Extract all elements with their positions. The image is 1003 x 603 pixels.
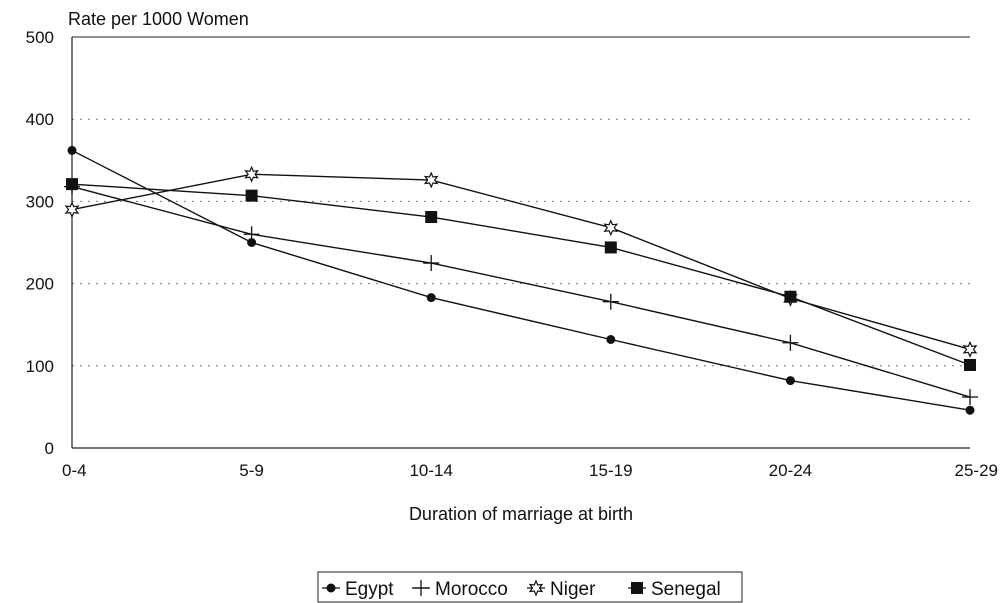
legend-entry: Niger <box>527 579 596 600</box>
x-tick-label: 15-19 <box>589 461 632 480</box>
data-point <box>782 334 799 351</box>
axes <box>71 36 970 449</box>
data-point <box>64 201 80 219</box>
legend-marker <box>631 582 643 594</box>
series-line <box>71 173 971 351</box>
data-point <box>243 226 260 243</box>
series-morocco <box>64 178 978 406</box>
data-point <box>604 241 617 254</box>
series-senegal <box>66 178 976 371</box>
data-point <box>965 405 975 415</box>
data-point <box>66 178 78 191</box>
legend-entry: Morocco <box>412 579 508 600</box>
data-point <box>964 358 976 371</box>
data-point <box>606 334 616 344</box>
data-point <box>962 389 978 406</box>
y-tick-label: 0 <box>45 439 54 458</box>
y-tick-label: 500 <box>26 28 54 47</box>
legend-box <box>317 571 743 603</box>
legend-marker <box>413 580 429 596</box>
data-point <box>423 171 439 189</box>
legend-entry: Egypt <box>322 579 394 600</box>
gridlines <box>72 118 970 367</box>
series-line <box>71 149 971 411</box>
y-tick-label: 300 <box>26 192 54 211</box>
data-point <box>245 189 258 202</box>
x-tick-label: 25-29 <box>955 461 998 480</box>
data-point <box>603 219 619 237</box>
data-point <box>785 376 795 386</box>
legend-label: Senegal <box>651 579 721 600</box>
data-point <box>423 255 440 272</box>
x-tick-label: 10-14 <box>409 461 452 480</box>
series-line <box>71 185 971 398</box>
data-point <box>67 145 77 155</box>
data-point <box>962 340 978 358</box>
series-egypt <box>67 145 975 415</box>
data-point <box>602 293 619 310</box>
data-point <box>247 238 257 247</box>
legend-label: Morocco <box>435 579 508 600</box>
y-tick-label: 400 <box>26 110 54 129</box>
legend-marker <box>326 583 336 593</box>
legend-label: Egypt <box>345 579 394 600</box>
data-point <box>425 211 438 224</box>
y-tick-labels: 0 100 200 300 400 500 <box>26 28 54 458</box>
x-axis-title: Duration of marriage at birth <box>409 504 633 524</box>
y-tick-label: 200 <box>26 275 54 294</box>
data-point <box>784 290 797 303</box>
series <box>64 145 978 415</box>
y-axis-title: Rate per 1000 Women <box>68 9 249 29</box>
series-niger <box>64 165 978 358</box>
data-point <box>244 165 259 183</box>
y-tick-label: 100 <box>26 357 54 376</box>
x-tick-label: 0-4 <box>62 461 87 480</box>
x-tick-label: 5-9 <box>239 461 264 480</box>
x-tick-labels: 0-4 5-9 10-14 15-19 20-24 25-29 <box>62 461 998 480</box>
legend: Egypt Morocco Niger Senegal <box>317 571 743 603</box>
legend-label: Niger <box>550 579 596 600</box>
x-tick-label: 20-24 <box>769 461 812 480</box>
legend-marker <box>528 579 544 597</box>
data-point <box>426 293 436 303</box>
legend-entry: Senegal <box>628 579 721 600</box>
series-line <box>71 183 971 366</box>
